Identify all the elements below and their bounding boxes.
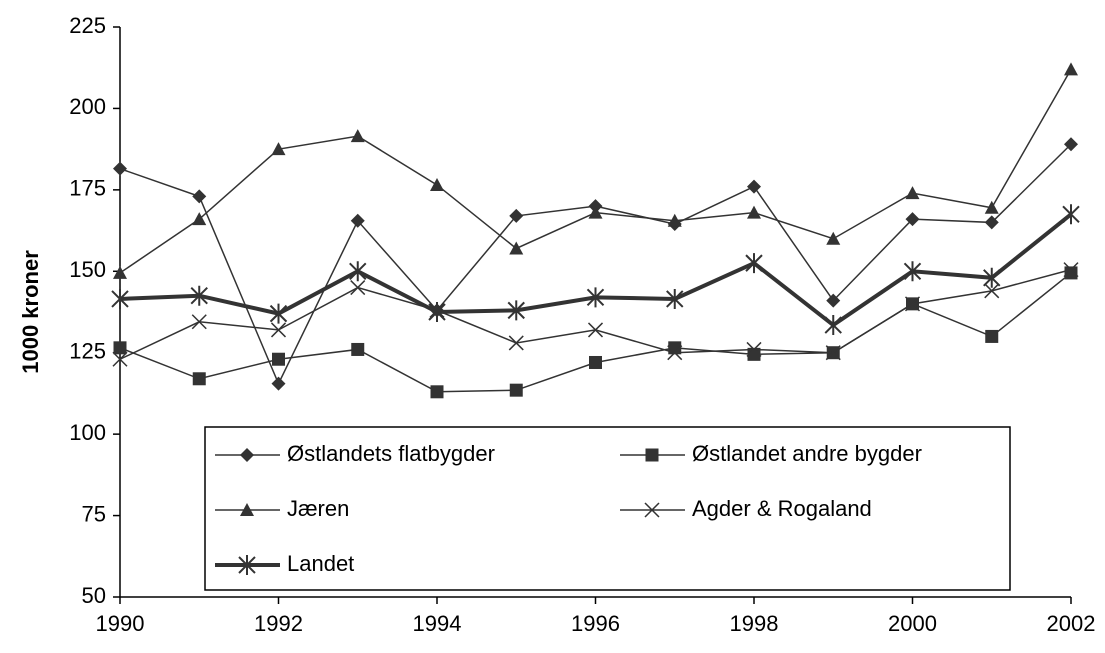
marker (644, 502, 660, 518)
marker (746, 341, 762, 357)
marker (240, 503, 254, 516)
marker (1064, 137, 1078, 152)
marker (984, 200, 999, 214)
marker (112, 351, 128, 367)
marker (113, 161, 127, 176)
marker (587, 322, 604, 338)
y-tick-label: 100 (69, 420, 106, 445)
marker (430, 177, 444, 191)
marker (747, 179, 761, 194)
series-line (119, 143, 1072, 386)
marker (271, 376, 286, 391)
marker (905, 186, 920, 200)
marker (747, 205, 761, 219)
marker (589, 355, 602, 369)
y-axis-label: 1000 kroner (18, 250, 43, 374)
x-tick-label: 2002 (1047, 611, 1096, 636)
y-tick-label: 200 (69, 94, 106, 119)
marker (905, 212, 920, 227)
marker (983, 267, 1001, 288)
y-tick-label: 150 (69, 257, 106, 282)
series-line (119, 212, 1073, 328)
marker (645, 448, 659, 462)
y-tick-label: 175 (69, 176, 106, 201)
marker (430, 385, 444, 399)
marker (826, 293, 841, 308)
legend-label: Landet (287, 551, 354, 576)
y-tick-label: 75 (82, 501, 106, 526)
marker (507, 300, 525, 321)
marker (1062, 204, 1080, 225)
marker (192, 189, 207, 204)
marker (113, 265, 127, 279)
marker (1063, 262, 1079, 278)
x-tick-label: 1998 (730, 611, 779, 636)
marker (667, 213, 682, 227)
legend (204, 426, 1011, 591)
marker (349, 261, 367, 282)
marker (192, 212, 207, 226)
x-tick-label: 2000 (888, 611, 937, 636)
marker (745, 253, 763, 274)
series-line (119, 68, 1072, 274)
marker (191, 314, 207, 330)
marker (903, 261, 922, 282)
marker (111, 288, 129, 309)
marker (667, 345, 683, 361)
marker (1064, 266, 1078, 280)
marker (269, 303, 288, 324)
marker (747, 347, 761, 361)
legend-label: Østlandets flatbygder (287, 441, 495, 466)
legend-label: Østlandet andre bygder (692, 441, 922, 466)
marker (826, 231, 841, 245)
marker (509, 241, 524, 255)
x-tick-label: 1992 (254, 611, 303, 636)
marker (350, 213, 365, 228)
marker (270, 322, 287, 338)
marker (509, 208, 524, 223)
x-tick-label: 1996 (571, 611, 620, 636)
x-tick-label: 1990 (96, 611, 145, 636)
marker (113, 341, 127, 355)
marker (509, 383, 523, 397)
marker (271, 142, 286, 156)
marker (508, 335, 524, 351)
marker (588, 205, 603, 219)
marker (666, 288, 684, 309)
marker (350, 280, 366, 296)
marker (240, 448, 254, 462)
marker (190, 285, 208, 306)
marker (984, 215, 999, 230)
marker (272, 352, 285, 366)
marker (825, 345, 841, 361)
marker (904, 296, 921, 312)
marker (192, 372, 206, 386)
marker (984, 283, 1000, 299)
y-tick-label: 50 (82, 583, 106, 608)
y-tick-label: 125 (69, 339, 106, 364)
marker (985, 329, 999, 343)
x-tick-label: 1994 (413, 611, 462, 636)
marker (1064, 62, 1078, 76)
marker (351, 342, 365, 356)
y-tick-label: 225 (69, 13, 106, 38)
marker (824, 315, 842, 336)
legend-label: Jæren (287, 496, 349, 521)
marker (350, 129, 365, 143)
marker (238, 555, 256, 575)
marker (428, 302, 446, 322)
marker (586, 287, 605, 308)
legend-label: Agder & Rogaland (692, 496, 872, 521)
